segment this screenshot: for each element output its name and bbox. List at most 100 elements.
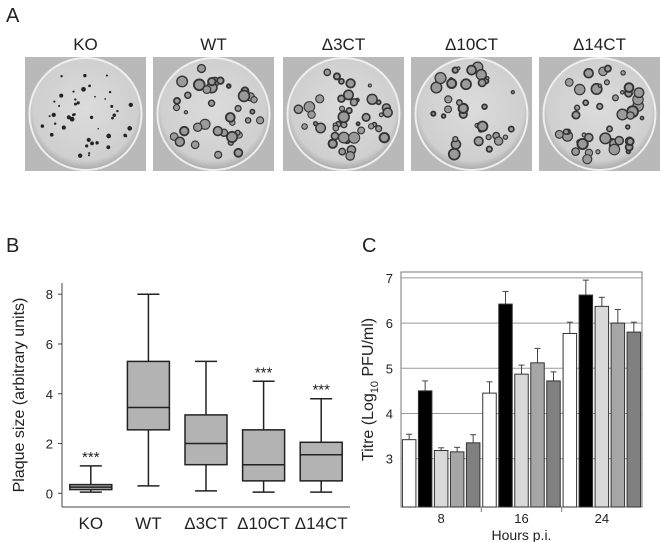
plaque (110, 104, 114, 108)
plaque (485, 76, 490, 81)
plaque (293, 104, 304, 115)
plaque (477, 78, 487, 88)
plaque (81, 86, 86, 92)
plaque (225, 83, 232, 89)
plaque (226, 130, 239, 143)
y-tick-label: 7 (386, 271, 393, 286)
plaque (338, 105, 346, 112)
plaque (582, 99, 590, 107)
plaque (502, 134, 509, 140)
plaque (90, 141, 94, 146)
plaque (58, 104, 61, 108)
y-tick-label: 4 (46, 387, 53, 402)
plaque (250, 95, 258, 104)
plaque (573, 83, 586, 96)
plaque (237, 89, 251, 103)
plaque (603, 64, 612, 73)
plaque (105, 74, 108, 77)
plate-label: Δ3CT (322, 35, 365, 54)
plaque (452, 135, 459, 143)
plaque (576, 137, 589, 151)
bar (498, 303, 513, 508)
panel-label: B (6, 235, 19, 257)
plaque (639, 115, 645, 121)
plaque (112, 113, 117, 118)
plaque (76, 101, 80, 105)
plaque (455, 99, 463, 107)
plaque (447, 147, 461, 161)
y-tick-label: 0 (46, 486, 53, 501)
plaque (345, 78, 356, 89)
plate (28, 57, 143, 171)
y-axis-label-text: Titre (Log (360, 393, 377, 461)
plaque (343, 89, 354, 101)
y-axis-label-subscript: 10 (369, 381, 381, 393)
plaque (212, 125, 224, 137)
plaque (176, 75, 189, 88)
x-tick-label: Δ3CT (184, 514, 227, 533)
plaque (127, 126, 133, 131)
box (241, 429, 286, 482)
plaque (224, 112, 236, 123)
plaque (173, 96, 181, 105)
plaque (95, 141, 99, 145)
plaque (312, 120, 319, 127)
plaque (40, 124, 45, 128)
y-tick-label: 6 (386, 316, 393, 331)
plaque (603, 79, 610, 86)
plaque (345, 150, 356, 161)
bar (465, 442, 481, 508)
bar (433, 450, 449, 508)
bar (610, 322, 626, 508)
plaque (72, 90, 75, 93)
plaque (234, 104, 242, 113)
plate-label: Δ14CT (573, 35, 626, 54)
plaque (606, 125, 614, 133)
plaque (434, 71, 447, 85)
plaque (608, 143, 621, 156)
plaque (49, 132, 54, 137)
plaque (368, 123, 375, 130)
plaque (582, 154, 593, 165)
plaque (174, 136, 186, 147)
plaque (83, 73, 87, 78)
plaque (460, 78, 472, 91)
bar (417, 390, 433, 508)
plaque (184, 91, 192, 100)
plaque (207, 76, 217, 87)
plaque (207, 99, 216, 107)
plaque (375, 125, 383, 133)
y-tick-label: 4 (386, 406, 393, 421)
plaque (89, 115, 94, 120)
plaque (614, 135, 625, 146)
plaque (337, 131, 350, 144)
plaque (599, 132, 612, 145)
plaque (59, 93, 64, 98)
plaque (355, 121, 361, 127)
plaque (507, 125, 515, 133)
plaque (584, 132, 594, 143)
x-tick-label: WT (135, 514, 161, 533)
plaque (493, 136, 504, 146)
plaque (72, 113, 75, 117)
plaque (327, 138, 338, 149)
plaque (366, 93, 378, 105)
box (184, 414, 228, 466)
y-tick-label: 3 (386, 452, 393, 467)
plaque (332, 72, 341, 81)
plaque (475, 68, 487, 81)
plaque (106, 133, 112, 139)
plaque (88, 84, 91, 88)
plaque (88, 152, 91, 155)
plaque (249, 108, 256, 115)
plaque (375, 99, 382, 106)
plaque (172, 104, 181, 112)
panel-label: A (6, 5, 20, 27)
plaque (192, 122, 203, 132)
plaque (466, 64, 477, 76)
plaque (233, 147, 244, 158)
plaque (633, 87, 645, 99)
plaque (473, 136, 484, 147)
plaque (192, 78, 206, 92)
